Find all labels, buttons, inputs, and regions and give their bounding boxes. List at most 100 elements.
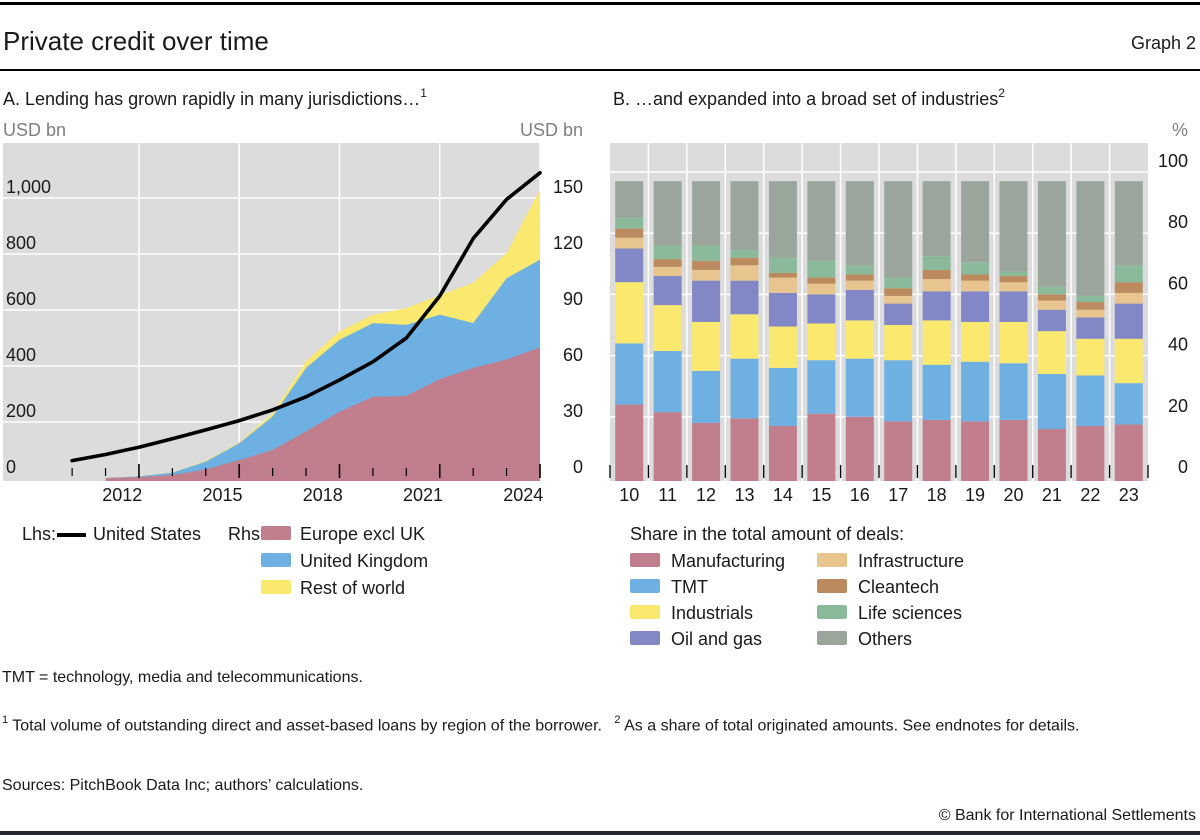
legend-rest-of-world: Rest of world [300,578,406,598]
header-rule [0,69,1200,71]
lhs-label: Lhs: [22,524,57,544]
infrastructure-swatch [817,553,847,567]
footnotes-paragraph: 1 Total volume of outstanding direct and… [2,707,1196,740]
panel-b-x-label-20: 20 [1003,485,1023,505]
panel-b-y-label-60: 60 [1168,273,1188,293]
legend-united-kingdom: United Kingdom [300,551,429,571]
legend-life-sciences: Life sciences [858,603,963,623]
panel-b-x-label-21: 21 [1042,485,1062,505]
rhs-label: Rhs: [228,524,266,544]
bars-manufacturing [615,404,1143,481]
panel-a-rhs-label-120: 120 [553,233,583,253]
tmt-definition-note: TMT = technology, media and telecommunic… [2,669,363,686]
panel-a-x-ticks [71,464,541,478]
legend-industrials: Industrials [671,603,754,623]
bottom-bar [0,831,1200,835]
legend-united-states: United States [93,524,202,544]
panel-b-title-footnote-ref: 2 [998,86,1005,100]
bars-industrials [615,282,1143,384]
panel-a-x-label-2024: 2024 [503,485,543,505]
panel-b-x-label-16: 16 [850,485,870,505]
bars-tmt [615,343,1143,430]
panel-b-y-label-20: 20 [1168,396,1188,416]
panel-a-lhs-label-400: 400 [6,345,36,365]
united-kingdom-swatch [261,553,291,567]
panel-b-x-label-10: 10 [619,485,639,505]
panel-b-chart: 10 11 12 13 14 15 16 17 18 19 20 21 22 23 0 20 40 60 80 100… [609,120,1188,505]
panel-a-lhs-label-200: 200 [6,401,36,421]
panel-b-y-label-0: 0 [1178,457,1188,477]
panel-b-y-label-40: 40 [1168,335,1188,355]
united-states-line-swatch [57,533,86,537]
panel-a-right-unit-label: USD bn [520,120,583,140]
panel-a-title: A. Lending has grown rapidly in many jur… [3,86,427,110]
panel-b-title-text: B. …and expanded into a broad set of ind… [613,89,999,109]
tmt-swatch [630,579,660,593]
panel-b-x-label-11: 11 [658,485,677,505]
panel-b-x-label-14: 14 [773,485,793,505]
copyright-line: © Bank for International Settlements [938,807,1196,824]
panel-a-title-footnote-ref: 1 [420,86,427,100]
panel-b-x-label-17: 17 [888,485,908,505]
panel-b-x-label-12: 12 [696,485,716,505]
legend-oil-and-gas: Oil and gas [671,629,763,649]
page-title: Private credit over time [3,26,269,56]
panel-b-x-label-19: 19 [965,485,985,505]
legend-infrastructure: Infrastructure [858,551,965,571]
panel-b-x-label-18: 18 [927,485,947,505]
panel-a-rhs-label-30: 30 [563,401,583,421]
footnote-2-text: As a share of total originated amounts. … [624,717,1080,735]
panel-a-rhs-label-150: 150 [553,177,583,197]
panel-b-y-label-80: 80 [1168,212,1188,232]
footnote-1-marker: 1 [2,714,9,726]
panel-a-x-label-2018: 2018 [303,485,343,505]
panel-a-lhs-label-600: 600 [6,289,36,309]
panel-a-x-label-2012: 2012 [102,485,142,505]
area-europe-excl-uk [105,347,540,481]
panel-a-x-label-2021: 2021 [403,485,443,505]
panel-b-x-label-15: 15 [811,485,831,505]
panel-b-x-label-23: 23 [1119,485,1139,505]
bars-cleantech [615,228,1143,310]
cleantech-swatch [817,579,847,593]
panel-b-x-ticks [609,465,1149,478]
graph-number-label: Graph 2 [1130,33,1196,53]
legend-europe-excl-uk: Europe excl UK [300,524,426,544]
bars-life-sciences [615,217,1143,303]
legend-tmt: TMT [671,577,708,597]
panel-b-title: B. …and expanded into a broad set of ind… [613,86,1005,110]
manufacturing-swatch [630,553,660,567]
legend-cleantech: Cleantech [858,577,940,597]
panel-a-rhs-label-0: 0 [573,457,583,477]
others-swatch [817,631,847,645]
panel-a-x-label-2015: 2015 [202,485,242,505]
panel-a-left-unit-label: USD bn [3,120,66,140]
panel-a-rhs-label-90: 90 [563,289,583,309]
top-rule [0,2,1200,5]
bars-oil-and-gas [615,248,1143,339]
industrials-swatch [630,605,660,619]
panel-a-lhs-label-1000: 1,000 [6,177,51,197]
panel-a-rhs-label-60: 60 [563,345,583,365]
europe-excl-uk-swatch [261,526,291,540]
panel-a-lhs-label-0: 0 [6,457,16,477]
panel-b-x-label-13: 13 [734,485,754,505]
panel-a-lhs-label-800: 800 [6,233,36,253]
oil-and-gas-swatch [630,631,660,645]
life-sciences-swatch [817,605,847,619]
rest-of-world-swatch [261,580,291,594]
footnote-2-marker: 2 [614,714,621,726]
legend-manufacturing: Manufacturing [671,551,786,571]
panel-b-y-label-100: 100 [1158,151,1188,171]
panel-a-chart: 2012 2015 2018 2021 2024 0 200 400 600 800 1,000 0 3… [3,120,583,505]
united-states-line [70,170,542,463]
panel-a-title-text: A. Lending has grown rapidly in many jur… [3,89,421,109]
sources-line: Sources: PitchBook Data Inc; authors’ ca… [2,777,364,794]
panel-b-x-label-22: 22 [1080,485,1100,505]
bars-infrastructure [615,237,1143,318]
footnote-1-text: Total volume of outstanding direct and a… [12,717,602,735]
panel-b-legend-header: Share in the total amount of deals: [630,524,905,544]
panel-b-unit-label: % [1172,120,1188,140]
bars-others [615,181,1143,296]
